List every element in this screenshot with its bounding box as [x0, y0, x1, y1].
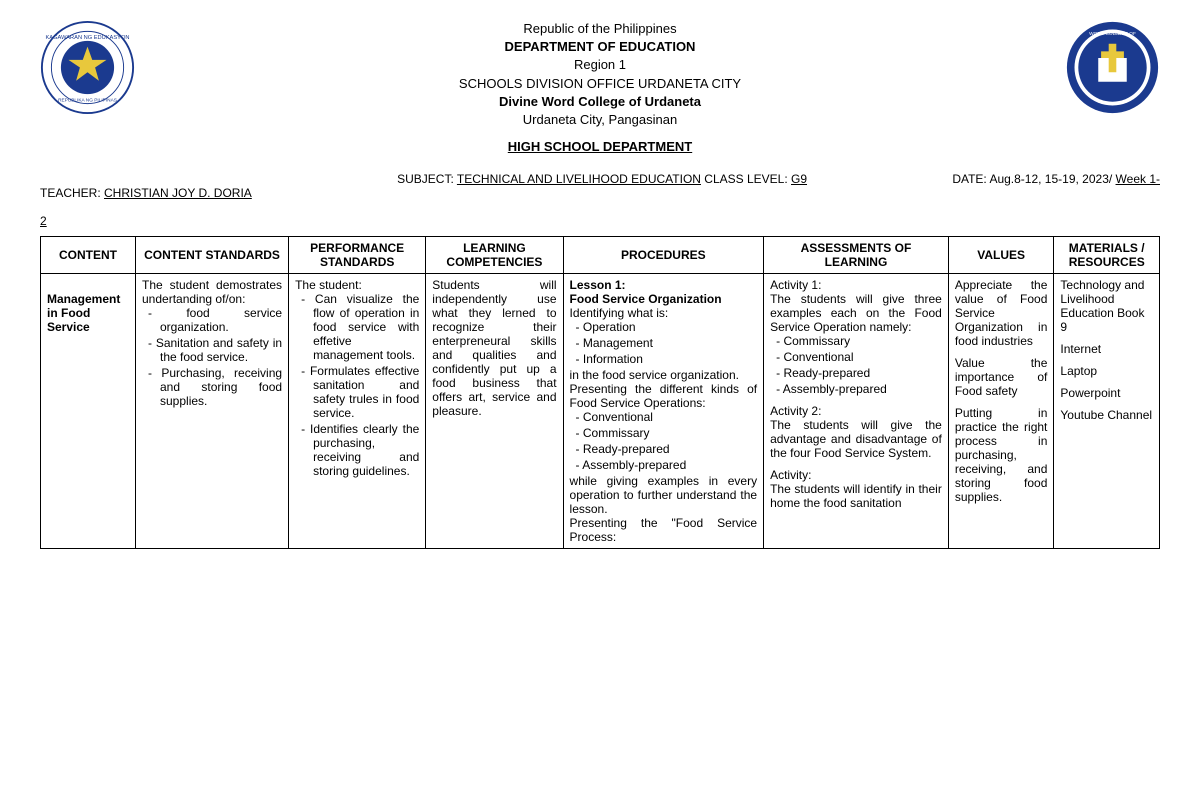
learning-comp-text: Students will independently use what the… [432, 278, 556, 418]
present-label: Presenting the different kinds of Food S… [570, 382, 758, 410]
col-content: CONTENT [41, 237, 136, 274]
date-value: Aug.8-12, 15-19, 2023/ [989, 172, 1115, 186]
table-row: Management in Food Service The student d… [41, 274, 1160, 549]
header-row: KAGAWARAN NG EDUKASYON REPUBLIKA NG PILI… [40, 20, 1160, 129]
act2-text: The students will give the advantage and… [770, 418, 942, 460]
deped-seal-left: KAGAWARAN NG EDUKASYON REPUBLIKA NG PILI… [40, 20, 135, 115]
cell-performance-standards: The student: Can visualize the flow of o… [289, 274, 426, 549]
ident-tail: in the food service organization. [570, 368, 758, 382]
act1-label: Activity 1: [770, 278, 942, 292]
list-item: Conventional [588, 410, 758, 424]
meta-date: DATE: Aug.8-12, 15-19, 2023/ Week 1- [952, 172, 1160, 228]
act3-label: Activity: [770, 468, 942, 482]
material-item: Youtube Channel [1060, 408, 1153, 422]
list-item: Identifies clearly the purchasing, recei… [313, 422, 419, 478]
cell-procedures: Lesson 1: Food Service Organization Iden… [563, 274, 764, 549]
content-std-list: food service organization. Sanitation an… [142, 306, 282, 408]
subject-value: TECHNICAL AND LIVELIHOOD EDUCATION [457, 172, 701, 186]
cell-content-standards: The student demostrates undertanding of/… [136, 274, 289, 549]
present-list: Conventional Commissary Ready-prepared A… [570, 410, 758, 472]
date-label: DATE: [952, 172, 989, 186]
week-value: Week 1- [1116, 172, 1160, 186]
act3-text: The students will identify in their home… [770, 482, 942, 510]
header-line3: Region 1 [135, 56, 1065, 74]
list-item: Sanitation and safety in the food servic… [160, 336, 282, 364]
cell-materials: Technology and Livelihood Education Book… [1054, 274, 1160, 549]
list-item: food service organization. [160, 306, 282, 334]
header-line5: Divine Word College of Urdaneta [135, 93, 1065, 111]
list-item: Operation [588, 320, 758, 334]
cell-content: Management in Food Service [41, 274, 136, 549]
meta-subject-class: SUBJECT: TECHNICAL AND LIVELIHOOD EDUCAT… [397, 172, 807, 228]
list-item: Commissary [588, 426, 758, 440]
list-item: Assembly-prepared [788, 382, 942, 396]
curriculum-table: CONTENT CONTENT STANDARDS PERFORMANCE ST… [40, 236, 1160, 549]
header-line6: Urdaneta City, Pangasinan [135, 111, 1065, 129]
act1-list: Commissary Conventional Ready-prepared A… [770, 334, 942, 396]
col-performance-standards: PERFORMANCE STANDARDS [289, 237, 426, 274]
present-tail: while giving examples in every operation… [570, 474, 758, 516]
col-learning-competencies: LEARNING COMPETENCIES [426, 237, 563, 274]
high-school-dept-title: HIGH SCHOOL DEPARTMENT [40, 139, 1160, 154]
ident-list: Operation Management Information [570, 320, 758, 366]
content-std-intro: The student demostrates undertanding of/… [142, 278, 282, 306]
list-item: Ready-prepared [788, 366, 942, 380]
svg-text:WORD COLLEGE OF: WORD COLLEGE OF [1089, 31, 1136, 37]
lesson-name: Food Service Organization [570, 292, 722, 306]
class-value: G9 [791, 172, 807, 186]
material-item: Laptop [1060, 364, 1153, 378]
perf-intro: The student: [295, 278, 419, 292]
list-item: Ready-prepared [588, 442, 758, 456]
material-item: Powerpoint [1060, 386, 1153, 400]
list-item: Formulates effective sanitation and safe… [313, 364, 419, 420]
header-line4: SCHOOLS DIVISION OFFICE URDANETA CITY [135, 75, 1065, 93]
class-label: CLASS LEVEL: [701, 172, 791, 186]
value-1: Appreciate the value of Food Service Org… [955, 278, 1048, 348]
subject-label: SUBJECT: [397, 172, 457, 186]
perf-list: Can visualize the flow of operation in f… [295, 292, 419, 478]
list-item: Commissary [788, 334, 942, 348]
college-seal-right: WORD COLLEGE OF [1065, 20, 1160, 115]
teacher-label: TEACHER: [40, 186, 104, 200]
teacher-week2: 2 [40, 214, 47, 228]
value-2: Value the importance of Food safety [955, 356, 1048, 398]
meta-teacher: TEACHER: CHRISTIAN JOY D. DORIA 2 [40, 172, 252, 228]
list-item: Management [588, 336, 758, 350]
teacher-name: CHRISTIAN JOY D. DORIA [104, 186, 252, 200]
header-center-text: Republic of the Philippines DEPARTMENT O… [135, 20, 1065, 129]
table-header-row: CONTENT CONTENT STANDARDS PERFORMANCE ST… [41, 237, 1160, 274]
col-assessments: ASSESSMENTS OF LEARNING [764, 237, 949, 274]
content-topic: Management in Food Service [47, 292, 129, 334]
ident-label: Identifying what is: [570, 306, 758, 320]
list-item: Purchasing, receiving and storing food s… [160, 366, 282, 408]
svg-text:REPUBLIKA NG PILIPINAS: REPUBLIKA NG PILIPINAS [58, 98, 117, 104]
act1-text: The students will give three examples ea… [770, 292, 942, 334]
col-values: VALUES [948, 237, 1054, 274]
material-item: Technology and Livelihood Education Book… [1060, 278, 1153, 334]
list-item: Conventional [788, 350, 942, 364]
col-materials: MATERIALS / RESOURCES [1054, 237, 1160, 274]
col-content-standards: CONTENT STANDARDS [136, 237, 289, 274]
cell-assessments: Activity 1: The students will give three… [764, 274, 949, 549]
present2: Presenting the "Food Service Process: [570, 516, 758, 544]
list-item: Can visualize the flow of operation in f… [313, 292, 419, 362]
cell-values: Appreciate the value of Food Service Org… [948, 274, 1054, 549]
meta-row: TEACHER: CHRISTIAN JOY D. DORIA 2 SUBJEC… [40, 172, 1160, 228]
list-item: Assembly-prepared [588, 458, 758, 472]
lesson-title: Lesson 1: [570, 278, 626, 292]
value-3: Putting in practice the right process in… [955, 406, 1048, 504]
header-line1: Republic of the Philippines [135, 20, 1065, 38]
col-procedures: PROCEDURES [563, 237, 764, 274]
header-line2: DEPARTMENT OF EDUCATION [135, 38, 1065, 56]
cell-learning-competencies: Students will independently use what the… [426, 274, 563, 549]
svg-text:KAGAWARAN NG EDUKASYON: KAGAWARAN NG EDUKASYON [46, 35, 130, 41]
material-item: Internet [1060, 342, 1153, 356]
act2-label: Activity 2: [770, 404, 942, 418]
list-item: Information [588, 352, 758, 366]
